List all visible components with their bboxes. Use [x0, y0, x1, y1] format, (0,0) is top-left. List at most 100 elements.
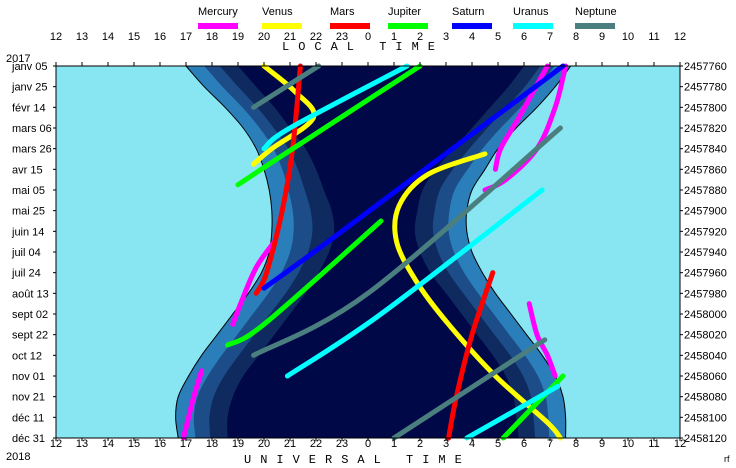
legend-swatch-neptune: [575, 23, 615, 29]
top-hour-tick: 9: [599, 31, 605, 43]
track-mars-2: [446, 270, 496, 441]
date-tick: sept 02: [12, 309, 48, 321]
top-hour-tick: 17: [180, 31, 192, 43]
top-hour-tick: 8: [573, 31, 579, 43]
bottom-hour-tick: 5: [495, 438, 501, 450]
julian-day-tick: 2458100: [684, 412, 727, 424]
date-tick: mars 26: [12, 144, 52, 156]
track-uranus-3: [464, 383, 561, 441]
bottom-hour-tick: 18: [206, 438, 218, 450]
top-hour-tick: 5: [495, 31, 501, 43]
date-tick: nov 01: [12, 371, 45, 383]
date-tick: août 13: [12, 288, 49, 300]
bottom-hour-tick: 12: [674, 438, 686, 450]
date-tick: mai 05: [12, 185, 45, 197]
julian-day-tick: 2457820: [684, 123, 727, 135]
date-tick: oct 12: [12, 350, 42, 362]
julian-day-tick: 2458000: [684, 309, 727, 321]
top-axis-label: LOCAL TIME: [282, 40, 444, 54]
julian-day-tick: 2458060: [684, 371, 727, 383]
bottom-hour-tick: 11: [648, 438, 659, 450]
bottom-hour-tick: 15: [128, 438, 140, 450]
top-hour-tick: 1: [391, 31, 397, 43]
legend: Mercury Venus Mars Jupiter Saturn Uranus Neptu…: [198, 6, 617, 29]
track-neptune-3: [391, 337, 548, 441]
legend-label-jupiter: Jupiter: [388, 6, 421, 18]
julian-day-tick: 2458080: [684, 392, 727, 404]
date-tick: sept 22: [12, 330, 48, 342]
julian-day-tick: 2457920: [684, 226, 727, 238]
track-mercury-5: [180, 368, 205, 441]
bottom-hour-tick: 4: [469, 438, 475, 450]
julian-day-tick: 2457780: [684, 82, 727, 94]
legend-label-venus: Venus: [262, 6, 293, 18]
date-tick: avr 15: [12, 164, 43, 176]
top-hour-tick: 20: [258, 31, 270, 43]
track-mercury-3: [230, 239, 277, 327]
legend-label-mercury: Mercury: [198, 6, 238, 18]
band-night: [227, 66, 524, 438]
axes: 1212131314141515161617171818191920202121…: [11, 31, 727, 450]
bottom-hour-tick: 7: [547, 438, 553, 450]
top-hour-tick: 16: [154, 31, 166, 43]
bottom-hour-tick: 8: [573, 438, 579, 450]
top-hour-tick: 11: [648, 31, 659, 43]
julian-day-tick: 2458120: [684, 433, 727, 445]
top-hour-tick: 12: [50, 31, 62, 43]
legend-swatch-venus: [262, 23, 302, 29]
bottom-hour-tick: 6: [521, 438, 527, 450]
legend-label-saturn: Saturn: [452, 6, 484, 18]
top-hour-tick: 21: [284, 31, 296, 43]
date-tick: févr 14: [12, 102, 46, 114]
julian-day-tick: 2457800: [684, 102, 727, 114]
year-start-label: 2017: [6, 53, 30, 65]
bottom-hour-tick: 20: [258, 438, 270, 450]
top-hour-tick: 6: [521, 31, 527, 43]
top-hour-tick: 2: [417, 31, 423, 43]
date-tick: juil 24: [11, 268, 41, 280]
date-tick: déc 11: [12, 412, 44, 424]
bottom-hour-tick: 3: [443, 438, 449, 450]
legend-swatch-mercury: [198, 23, 238, 29]
track-neptune-1: [251, 63, 322, 110]
track-mercury-4: [526, 301, 558, 379]
track-venus-2: [392, 151, 563, 441]
top-hour-tick: 10: [622, 31, 634, 43]
track-jupiter-3: [500, 373, 566, 441]
bottom-hour-tick: 9: [599, 438, 605, 450]
top-hour-tick: 23: [336, 31, 348, 43]
top-hour-tick: 12: [674, 31, 686, 43]
julian-day-tick: 2457980: [684, 288, 727, 300]
legend-swatch-jupiter: [388, 23, 428, 29]
track-jupiter-2: [225, 218, 384, 348]
top-hour-tick: 0: [365, 31, 371, 43]
julian-day-tick: 2457760: [684, 61, 727, 73]
date-tick: déc 31: [12, 433, 45, 445]
top-hour-tick: 14: [102, 31, 114, 43]
date-tick: janv 25: [11, 82, 47, 94]
date-tick: juil 04: [11, 247, 41, 259]
date-tick: janv 05: [11, 61, 47, 73]
julian-day-tick: 2458040: [684, 350, 727, 362]
julian-day-tick: 2457900: [684, 206, 727, 218]
legend-swatch-mars: [330, 23, 370, 29]
date-tick: nov 21: [12, 392, 45, 404]
julian-day-tick: 2457880: [684, 185, 727, 197]
julian-day-tick: 2457840: [684, 144, 727, 156]
bottom-hour-tick: 0: [365, 438, 371, 450]
bottom-hour-tick: 14: [102, 438, 114, 450]
track-uranus-1: [261, 63, 410, 152]
julian-day-tick: 2457860: [684, 164, 727, 176]
legend-label-uranus: Uranus: [513, 6, 549, 18]
bottom-hour-tick: 10: [622, 438, 634, 450]
bottom-hour-tick: 23: [336, 438, 348, 450]
julian-day-tick: 2457940: [684, 247, 727, 259]
top-hour-tick: 18: [206, 31, 218, 43]
legend-swatch-saturn: [452, 23, 492, 29]
top-hour-tick: 13: [76, 31, 88, 43]
top-hour-tick: 7: [547, 31, 553, 43]
year-end-label: 2018: [6, 451, 30, 463]
planet-tracks: [180, 63, 569, 441]
bottom-hour-tick: 2: [417, 438, 423, 450]
